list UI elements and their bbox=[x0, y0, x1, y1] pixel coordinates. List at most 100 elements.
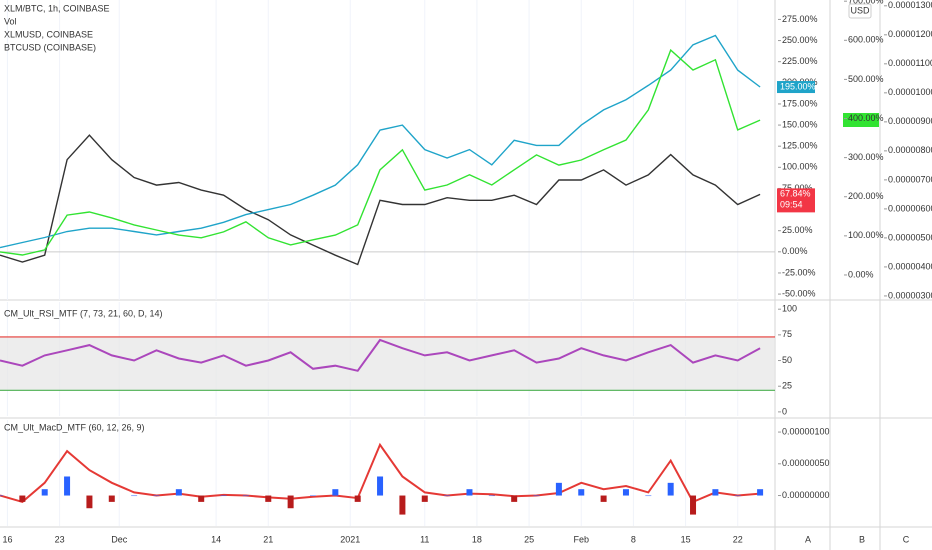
histogram-bar bbox=[0, 495, 3, 497]
scale-button[interactable]: C bbox=[903, 534, 910, 544]
histogram-bar bbox=[131, 495, 138, 497]
histogram-bar bbox=[41, 489, 48, 496]
y-tick-label: 100.00% bbox=[848, 230, 884, 240]
x-tick-label: 22 bbox=[733, 534, 743, 544]
x-tick-label: 14 bbox=[211, 534, 221, 544]
y-tick-label: 0.00000300 bbox=[888, 290, 932, 300]
y-tick-label: -50.00% bbox=[782, 288, 816, 298]
histogram-bar bbox=[377, 476, 384, 496]
indicator-title: CM_Ult_RSI_MTF (7, 73, 21, 60, D, 14) bbox=[4, 308, 163, 318]
y-tick-label: 0.00001000 bbox=[888, 87, 932, 97]
x-tick-label: 18 bbox=[472, 534, 482, 544]
y-tick-label: 25.00% bbox=[782, 225, 813, 235]
y-tick-label: 400.00% bbox=[848, 113, 884, 123]
x-tick-label: 16 bbox=[2, 534, 12, 544]
histogram-bar bbox=[533, 495, 540, 497]
y-tick-label: 100 bbox=[782, 304, 797, 314]
histogram-bar bbox=[444, 495, 451, 497]
y-tick-label: 0.00000050 bbox=[782, 458, 830, 468]
y-tick-label: 250.00% bbox=[782, 35, 818, 45]
currency-tag[interactable] bbox=[848, 3, 872, 19]
y-tick-label: 0.00000400 bbox=[888, 261, 932, 271]
x-tick-label: 8 bbox=[631, 534, 636, 544]
y-tick-label: 200.00% bbox=[848, 191, 884, 201]
y-tick-label: 0.00000700 bbox=[888, 174, 932, 184]
series-line bbox=[0, 134, 761, 266]
x-tick-label: 15 bbox=[681, 534, 691, 544]
y-tick-label: 0.00000000 bbox=[782, 490, 830, 500]
y-tick-label: 125.00% bbox=[782, 141, 818, 151]
series-line bbox=[0, 48, 761, 256]
histogram-bar bbox=[287, 495, 294, 509]
y-tick-label: 175.00% bbox=[782, 98, 818, 108]
scale-button[interactable]: B bbox=[859, 534, 865, 544]
histogram-bar bbox=[399, 495, 406, 515]
y-tick-label: 0.00001300 bbox=[888, 0, 932, 10]
series-line bbox=[0, 338, 761, 372]
histogram-bar bbox=[511, 495, 518, 502]
histogram-bar bbox=[175, 489, 182, 496]
y-tick-label: 0.00% bbox=[782, 246, 808, 256]
y-tick-label: 0.00000100 bbox=[782, 426, 830, 436]
histogram-bar bbox=[153, 495, 160, 497]
histogram-bar bbox=[309, 495, 316, 497]
histogram-bar bbox=[645, 495, 652, 497]
y-tick-label: 25 bbox=[782, 381, 792, 391]
histogram-bar bbox=[421, 495, 428, 502]
y-tick-label: 0.00000600 bbox=[888, 203, 932, 213]
histogram-bar bbox=[332, 489, 339, 496]
histogram-bar bbox=[108, 495, 115, 502]
histogram-bar bbox=[757, 489, 764, 496]
y-tick-label: 600.00% bbox=[848, 35, 884, 45]
indicator-title: CM_Ult_MacD_MTF (60, 12, 26, 9) bbox=[4, 422, 145, 432]
y-tick-label: 500.00% bbox=[848, 74, 884, 84]
x-tick-label: 2021 bbox=[340, 534, 360, 544]
y-tick-label: 0.00000800 bbox=[888, 145, 932, 155]
y-tick-label: 275.00% bbox=[782, 14, 818, 24]
series-line bbox=[0, 34, 761, 249]
histogram-bar bbox=[488, 495, 495, 497]
volume-label: Vol bbox=[4, 16, 17, 26]
price-label: 195.00% bbox=[780, 81, 816, 91]
histogram-bar bbox=[690, 495, 697, 515]
histogram-bar bbox=[578, 489, 585, 496]
legend-entry: XLMUSD, COINBASE bbox=[4, 29, 93, 39]
y-tick-label: -25.00% bbox=[782, 267, 816, 277]
histogram-bar bbox=[354, 495, 361, 502]
histogram-bar bbox=[265, 495, 272, 502]
x-tick-label: Feb bbox=[573, 534, 589, 544]
chart-title: XLM/BTC, 1h, COINBASE bbox=[4, 3, 110, 13]
scale-button[interactable]: A bbox=[805, 534, 811, 544]
histogram-bar bbox=[466, 489, 473, 496]
histogram-bar bbox=[198, 495, 205, 502]
histogram-bar bbox=[600, 495, 607, 502]
price-label: 67.84% bbox=[780, 189, 811, 199]
currency-label: USD bbox=[850, 5, 870, 15]
band-fill bbox=[0, 336, 775, 391]
histogram-bar bbox=[64, 476, 71, 496]
legend-entry: BTCUSD (COINBASE) bbox=[4, 42, 96, 52]
histogram-bar bbox=[19, 495, 26, 502]
y-tick-label: 700.00% bbox=[848, 0, 884, 6]
price-time: 09:54 bbox=[780, 200, 803, 210]
histogram-bar bbox=[555, 482, 562, 496]
y-tick-label: 0 bbox=[782, 406, 787, 416]
y-tick-label: 50 bbox=[782, 355, 792, 365]
histogram-bar bbox=[220, 495, 227, 497]
y-tick-label: 0.00000500 bbox=[888, 232, 932, 242]
histogram-bar bbox=[242, 495, 249, 497]
y-tick-label: 75 bbox=[782, 329, 792, 339]
y-tick-label: 300.00% bbox=[848, 152, 884, 162]
histogram-bar bbox=[667, 482, 674, 496]
y-tick-label: 0.00% bbox=[848, 269, 874, 279]
y-tick-label: 0.00001100 bbox=[888, 58, 932, 68]
x-tick-label: 11 bbox=[420, 534, 429, 544]
btc-price-tag bbox=[843, 113, 879, 127]
x-tick-label: 21 bbox=[263, 534, 273, 544]
histogram-bar bbox=[712, 489, 719, 496]
histogram-bar bbox=[622, 489, 629, 496]
y-tick-label: 150.00% bbox=[782, 119, 818, 129]
y-tick-label: 75.00% bbox=[782, 183, 813, 193]
